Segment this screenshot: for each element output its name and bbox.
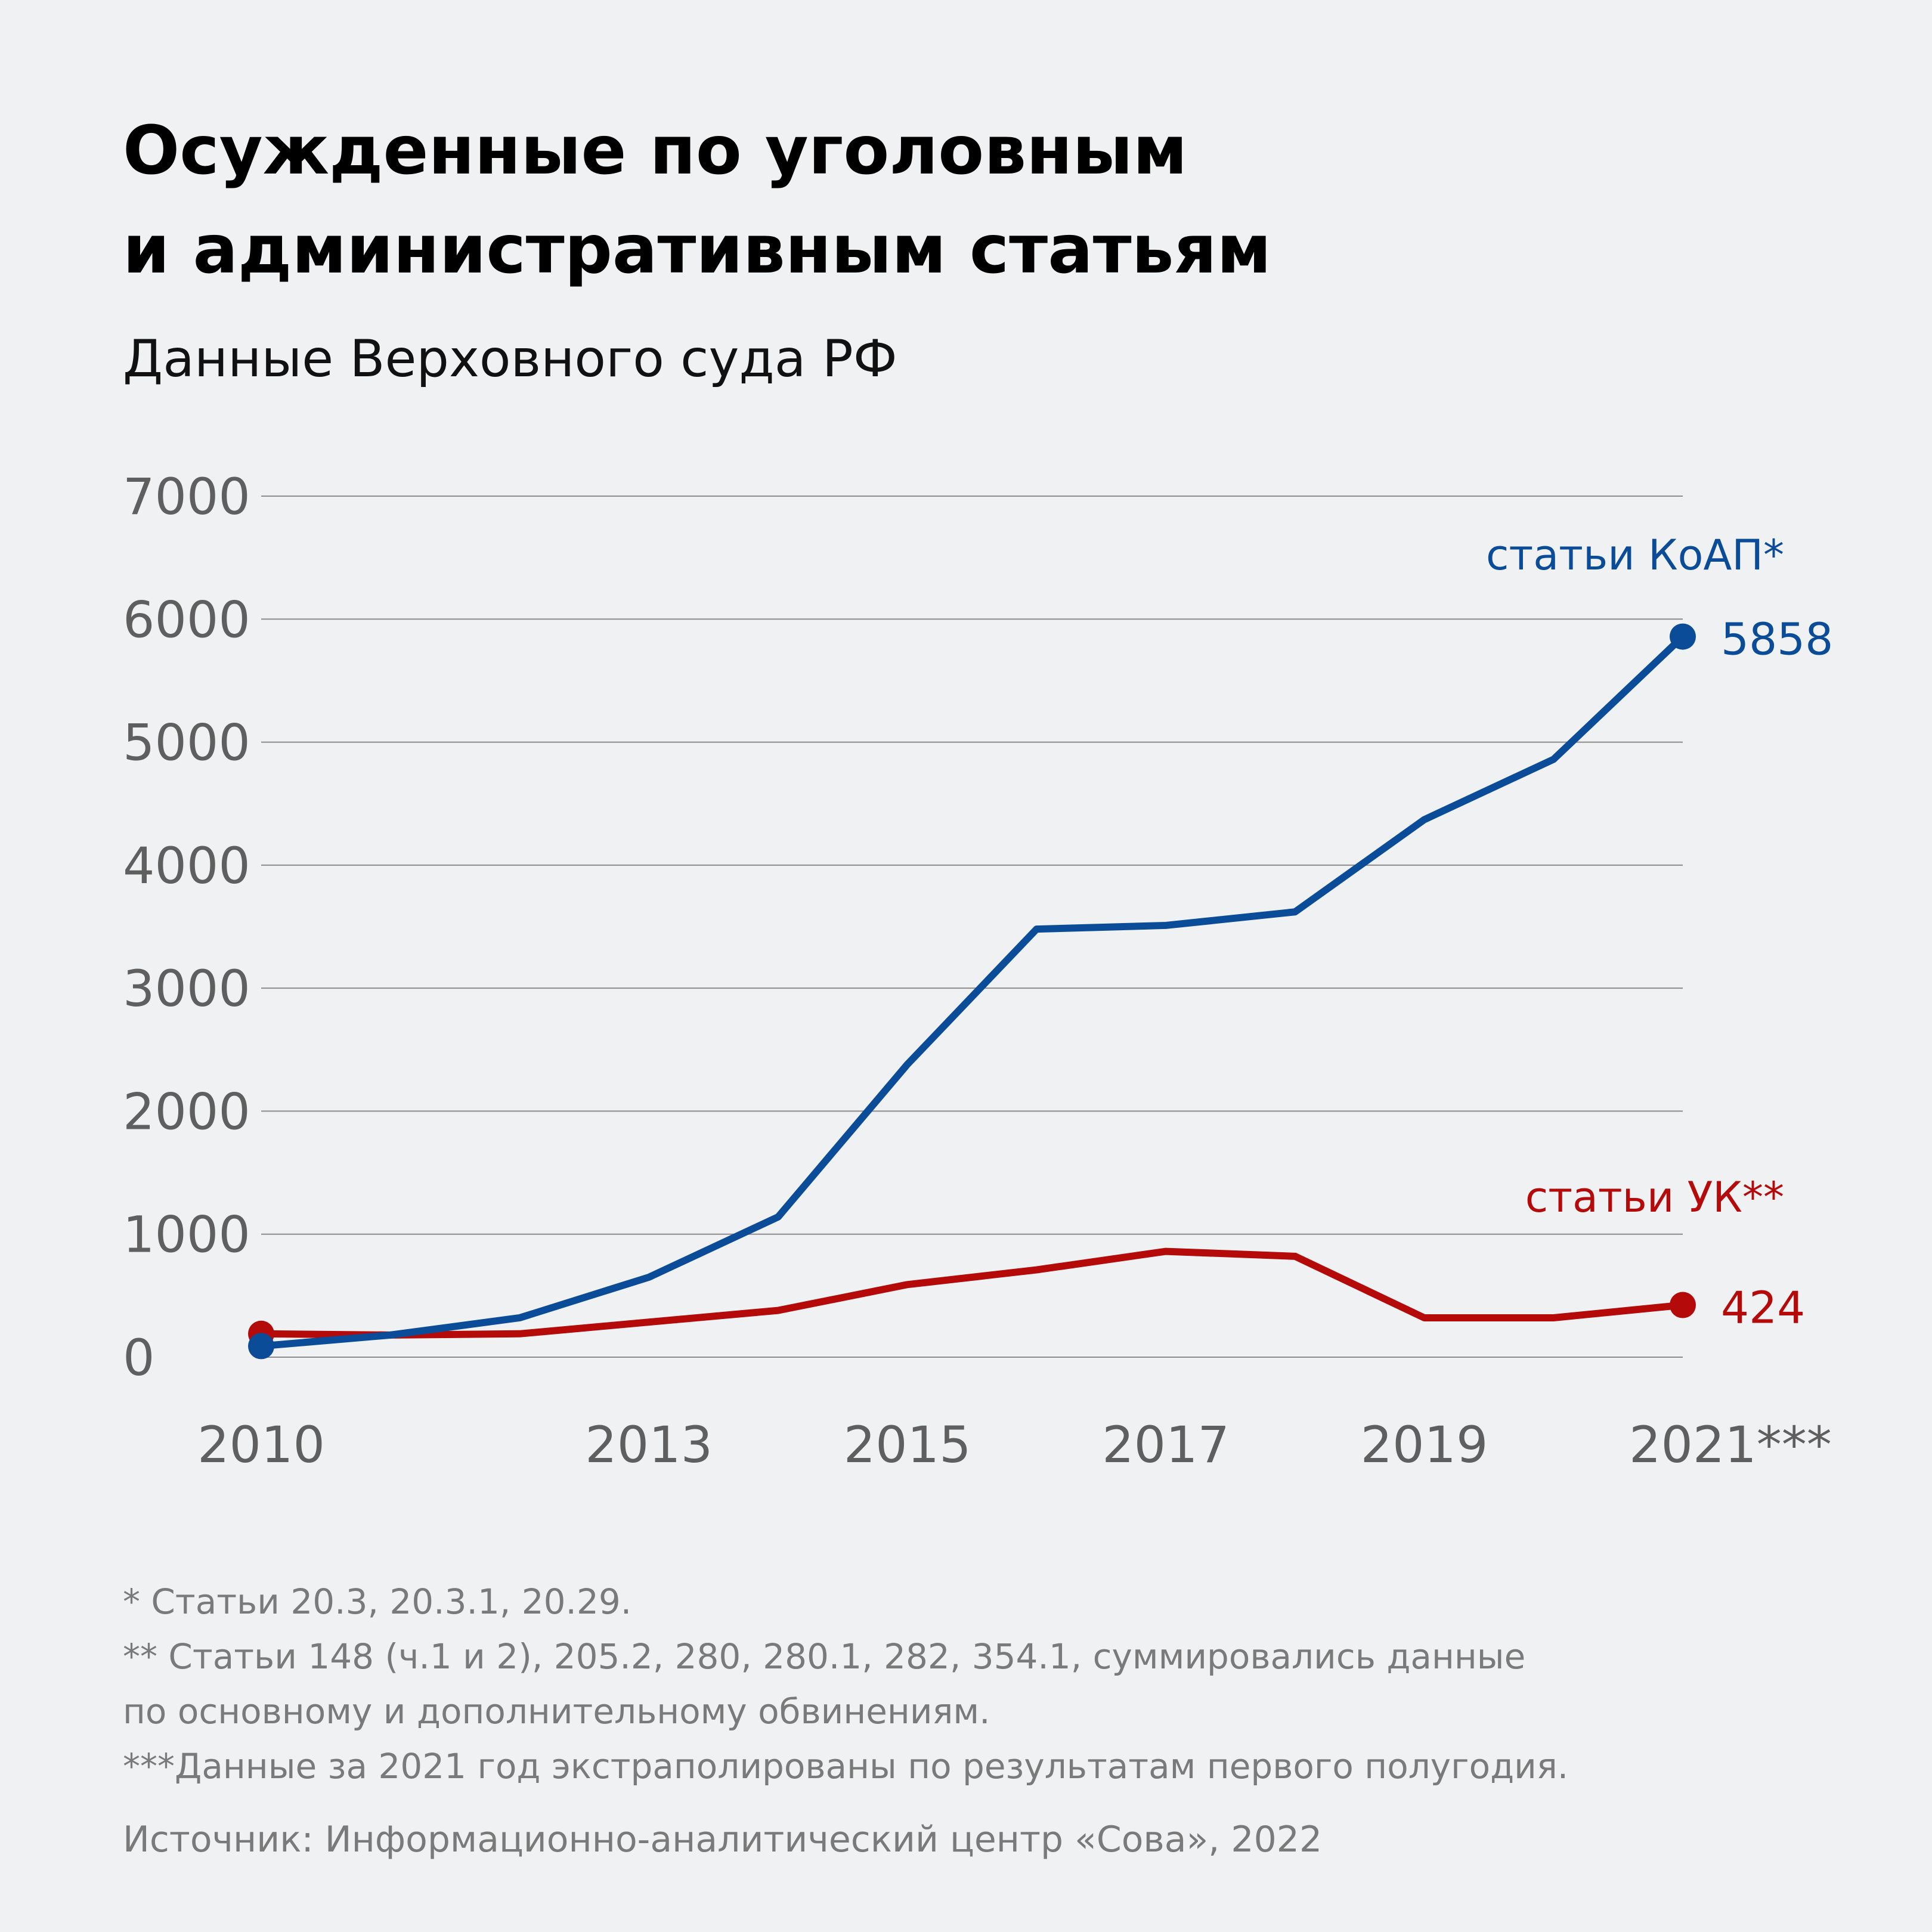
footnote-1: * Статьи 20.3, 20.3.1, 20.29. bbox=[123, 1581, 632, 1622]
source-note: Источник: Информационно-аналитический це… bbox=[123, 1819, 1323, 1860]
footnotes: * Статьи 20.3, 20.3.1, 20.29. ** Статьи … bbox=[123, 1574, 1852, 1794]
y-tick-label: 3000 bbox=[123, 959, 250, 1018]
series-line-1 bbox=[258, 1247, 1686, 1339]
x-tick-label: 2021*** bbox=[1629, 1416, 1832, 1474]
chart-title: Осужденные по уголовным и административн… bbox=[123, 101, 1733, 299]
footnote-3: ***Данные за 2021 год экстраполированы п… bbox=[123, 1746, 1569, 1787]
x-tick-label: 2017 bbox=[1102, 1416, 1230, 1474]
y-tick-label: 0 bbox=[123, 1329, 154, 1387]
footnote-2: ** Статьи 148 (ч.1 и 2), 205.2, 280, 280… bbox=[123, 1636, 1526, 1677]
series-name-label-1: статьи УК** bbox=[1525, 1173, 1784, 1222]
y-tick-label: 7000 bbox=[123, 467, 250, 526]
chart-title-line-2: и административным статьям bbox=[123, 211, 1271, 289]
y-tick-label: 6000 bbox=[123, 590, 250, 649]
series-end-value-label-1: 424 bbox=[1721, 1283, 1805, 1334]
y-tick-label: 5000 bbox=[123, 714, 250, 772]
y-tick-label: 1000 bbox=[123, 1206, 250, 1264]
x-tick-label: 2013 bbox=[585, 1416, 713, 1474]
series-start-point-0 bbox=[248, 1333, 274, 1360]
chart-subtitle: Данные Верховного суда РФ bbox=[123, 329, 897, 389]
series-end-value-label-0: 5858 bbox=[1721, 614, 1833, 665]
series-line-0 bbox=[258, 633, 1686, 1350]
chart-title-line-1: Осужденные по уголовным bbox=[123, 112, 1188, 190]
x-tick-label: 2010 bbox=[197, 1416, 325, 1474]
y-tick-label: 4000 bbox=[123, 837, 250, 895]
x-tick-label: 2015 bbox=[844, 1416, 971, 1474]
y-tick-label: 2000 bbox=[123, 1082, 250, 1141]
series-name-label-0: статьи КоАП* bbox=[1486, 531, 1784, 580]
x-tick-label: 2019 bbox=[1361, 1416, 1488, 1474]
footnote-2-continued: по основному и дополнительному обвинения… bbox=[123, 1691, 990, 1732]
series-end-point-1 bbox=[1670, 1292, 1696, 1318]
line-chart: 0 1000 2000 3000 4000 5000 6000 7000 2010 2013 201… bbox=[123, 467, 1833, 1474]
series-end-point-0 bbox=[1670, 623, 1696, 650]
